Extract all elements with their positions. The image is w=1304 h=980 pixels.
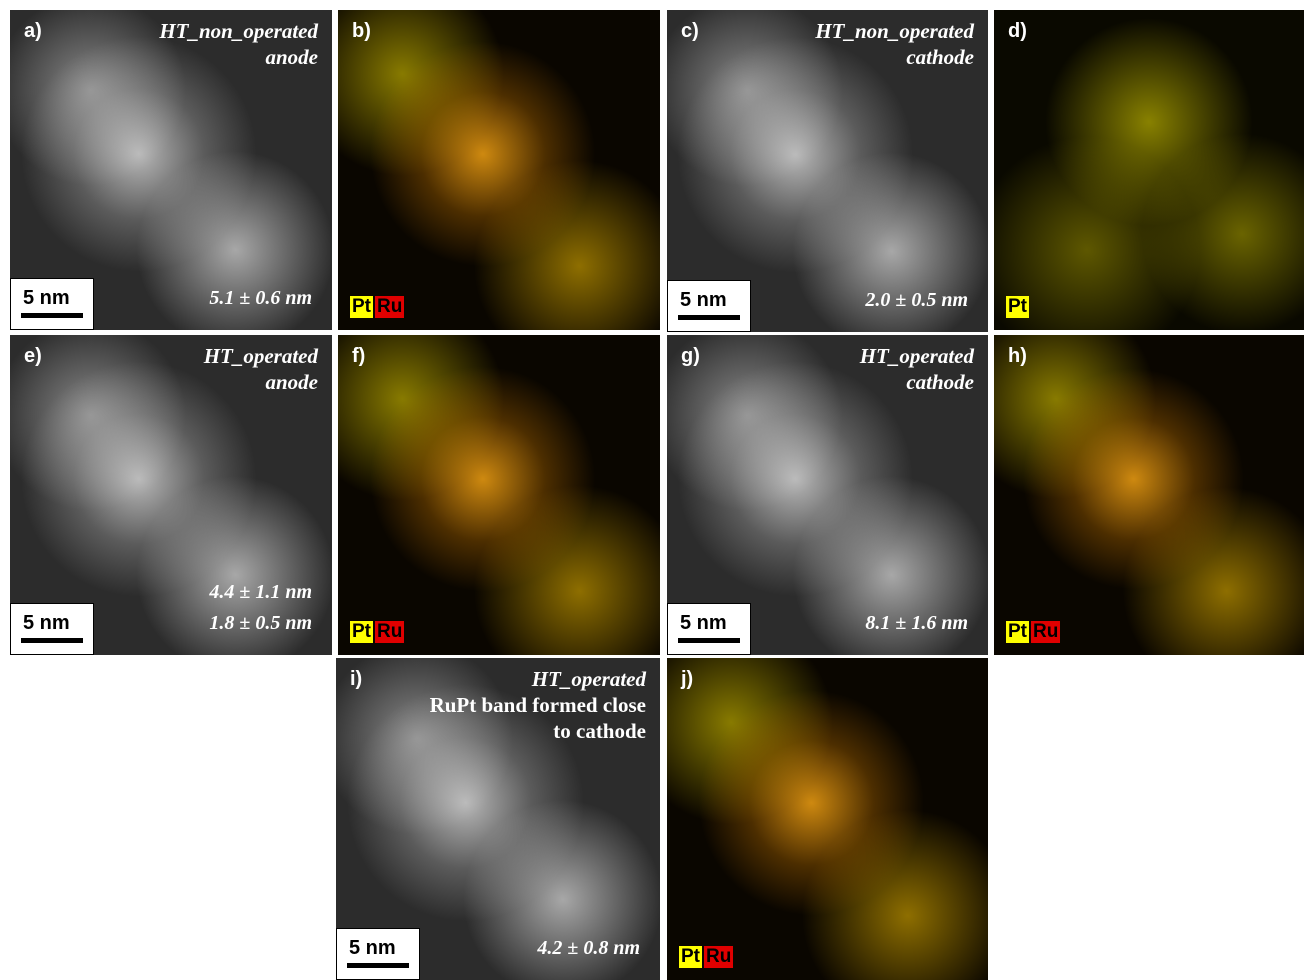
particle-size: 2.0 ± 0.5 nm: [865, 285, 968, 316]
scale-line: [678, 315, 740, 320]
scale-line: [678, 638, 740, 643]
legend-entry: Pt: [679, 946, 702, 968]
scale-label: 5 nm: [349, 937, 396, 960]
panel-label: f): [352, 345, 365, 368]
title-line: HT_non_operated: [159, 18, 318, 44]
size-line: 2.0 ± 0.5 nm: [865, 285, 968, 316]
scale-bar: 5 nm: [667, 603, 751, 655]
legend-entry: Pt: [1006, 296, 1029, 318]
panel-label: h): [1008, 345, 1027, 368]
panel-label: j): [681, 668, 693, 691]
size-line: 1.8 ± 0.5 nm: [209, 608, 312, 639]
scale-line: [21, 313, 83, 318]
size-line: 8.1 ± 1.6 nm: [865, 608, 968, 639]
panel-label: g): [681, 345, 700, 368]
particle-size: 5.1 ± 0.6 nm: [209, 283, 312, 314]
scale-bar: 5 nm: [336, 928, 420, 980]
legend-entry: Ru: [704, 946, 733, 968]
scale-bar: 5 nm: [10, 603, 94, 655]
title-line: anode: [159, 44, 318, 70]
title-line: HT_operated: [430, 666, 646, 692]
size-line: 4.4 ± 1.1 nm: [209, 577, 312, 608]
scale-label: 5 nm: [23, 287, 70, 310]
size-line: 5.1 ± 0.6 nm: [209, 283, 312, 314]
title-line: HT_non_operated: [815, 18, 974, 44]
panel-label: e): [24, 345, 42, 368]
scale-line: [347, 963, 409, 968]
size-line: 4.2 ± 0.8 nm: [537, 933, 640, 964]
note-line: RuPt band formed close: [430, 692, 646, 718]
title-line: anode: [204, 369, 318, 395]
particle-size: 8.1 ± 1.6 nm: [865, 608, 968, 639]
panel: d) Pt: [994, 10, 1304, 330]
legend-entry: Ru: [375, 621, 404, 643]
scale-label: 5 nm: [680, 289, 727, 312]
panel-label: d): [1008, 20, 1027, 43]
scale-line: [21, 638, 83, 643]
panel-label: i): [350, 668, 362, 691]
page: HAADF-STEM and EDX maps {"panels":[ {"la…: [0, 0, 1304, 980]
panel-label: b): [352, 20, 371, 43]
title-line: cathode: [815, 44, 974, 70]
note-line: to cathode: [430, 718, 646, 744]
title-line: HT_operated: [204, 343, 318, 369]
legend-entry: Pt: [1006, 621, 1029, 643]
figure: a)HT_non_operatedanode5.1 ± 0.6 nm5 nmb)…: [0, 0, 1304, 980]
scale-bar: 5 nm: [667, 280, 751, 332]
legend-entry: Ru: [1031, 621, 1060, 643]
particle-size: 4.2 ± 0.8 nm: [537, 933, 640, 964]
legend: Pt: [1006, 296, 1029, 318]
panel-label: a): [24, 20, 42, 43]
title-line: HT_operated: [860, 343, 974, 369]
scale-label: 5 nm: [23, 612, 70, 635]
legend-entry: Ru: [375, 296, 404, 318]
legend-entry: Pt: [350, 621, 373, 643]
title-line: cathode: [860, 369, 974, 395]
legend-entry: Pt: [350, 296, 373, 318]
panel-label: c): [681, 20, 699, 43]
scale-label: 5 nm: [680, 612, 727, 635]
scale-bar: 5 nm: [10, 278, 94, 330]
